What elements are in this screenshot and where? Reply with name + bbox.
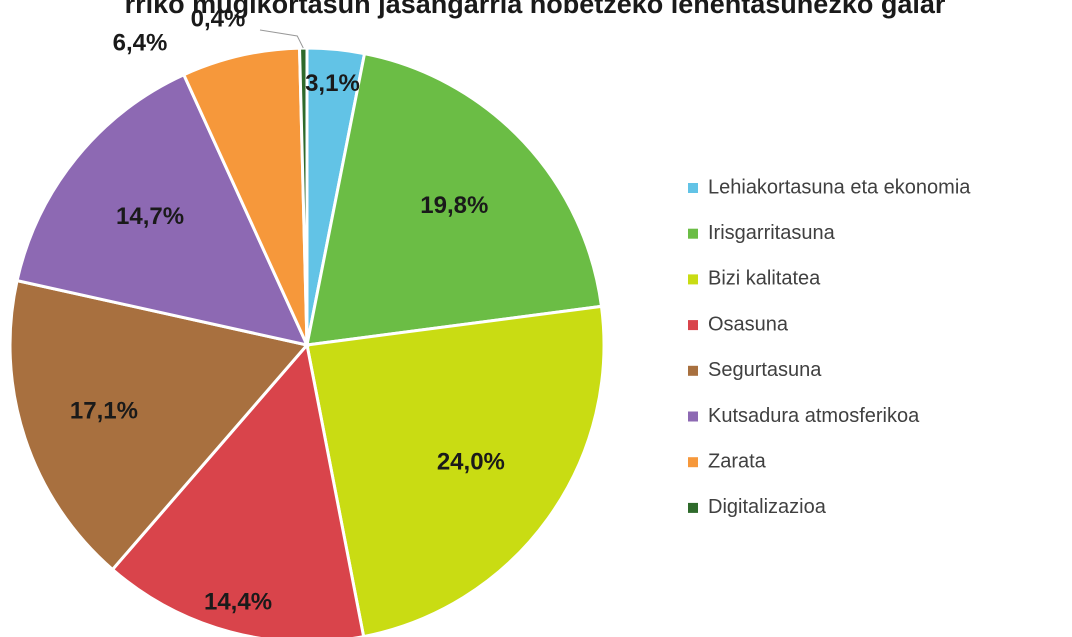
pie-slice <box>110 341 366 637</box>
data-label: 17,1% <box>70 397 138 424</box>
chart-title: rriko mugikortasun jasangarria hobetzeko… <box>125 0 946 19</box>
data-label: 19,8% <box>420 192 488 219</box>
legend-label: Segurtasuna <box>708 359 822 381</box>
data-label: 24,0% <box>437 448 505 475</box>
pie-slice <box>181 46 309 346</box>
legend-label: Digitalizazioa <box>708 496 827 518</box>
data-label: 3,1% <box>305 70 360 97</box>
legend-swatch <box>688 320 698 331</box>
legend-swatch <box>688 365 698 376</box>
legend-swatch <box>688 411 698 422</box>
pie-slice <box>297 46 309 346</box>
legend-swatch <box>688 183 698 193</box>
pie-slice <box>15 72 310 348</box>
pie-slice <box>8 278 310 572</box>
legend-label: Lehiakortasuna eta ekonomia <box>708 176 971 198</box>
pie-slice <box>305 304 606 637</box>
legend-label: Zarata <box>708 450 767 472</box>
data-label: 0,4% <box>191 5 246 32</box>
data-label: 14,4% <box>204 589 272 616</box>
legend-label: Irisgarritasuna <box>708 222 836 244</box>
data-label: 14,7% <box>116 203 184 230</box>
legend-label: Osasuna <box>708 313 789 335</box>
legend-label: Bizi kalitatea <box>708 268 821 290</box>
leader-line <box>259 29 304 49</box>
pie-slice <box>305 51 604 347</box>
data-label: 6,4% <box>113 29 168 56</box>
legend-swatch <box>688 274 698 285</box>
legend-label: Kutsadura atmosferikoa <box>708 405 920 427</box>
legend-swatch <box>688 228 698 239</box>
legend-swatch <box>688 457 698 468</box>
legend-swatch <box>688 502 698 513</box>
